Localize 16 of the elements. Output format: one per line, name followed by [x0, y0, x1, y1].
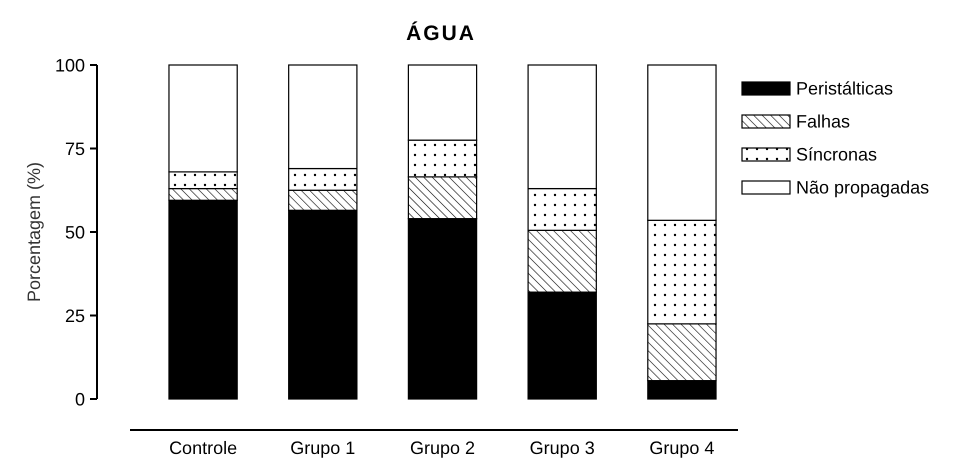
y-tick-label: 50: [64, 222, 85, 242]
x-tick-label: Grupo 3: [530, 438, 595, 458]
x-tick-label: Controle: [169, 438, 238, 458]
legend-label: Não propagadas: [796, 177, 930, 198]
x-tick-label: Grupo 4: [649, 438, 714, 458]
legend-label: Peristálticas: [796, 78, 894, 98]
legend-label: Síncronas: [796, 144, 878, 164]
y-tick-label: 0: [74, 389, 85, 410]
y-axis-title: Porcentagem (%): [24, 162, 44, 302]
y-tick-label: 100: [54, 55, 85, 76]
y-tick-label: 25: [64, 306, 85, 326]
x-tick-label: Grupo 2: [410, 438, 476, 458]
x-tick-label: Grupo 1: [290, 438, 356, 458]
y-tick-label: 75: [64, 138, 85, 159]
legend-label: Falhas: [796, 111, 850, 132]
chart-title: ÁGUA: [406, 21, 476, 45]
